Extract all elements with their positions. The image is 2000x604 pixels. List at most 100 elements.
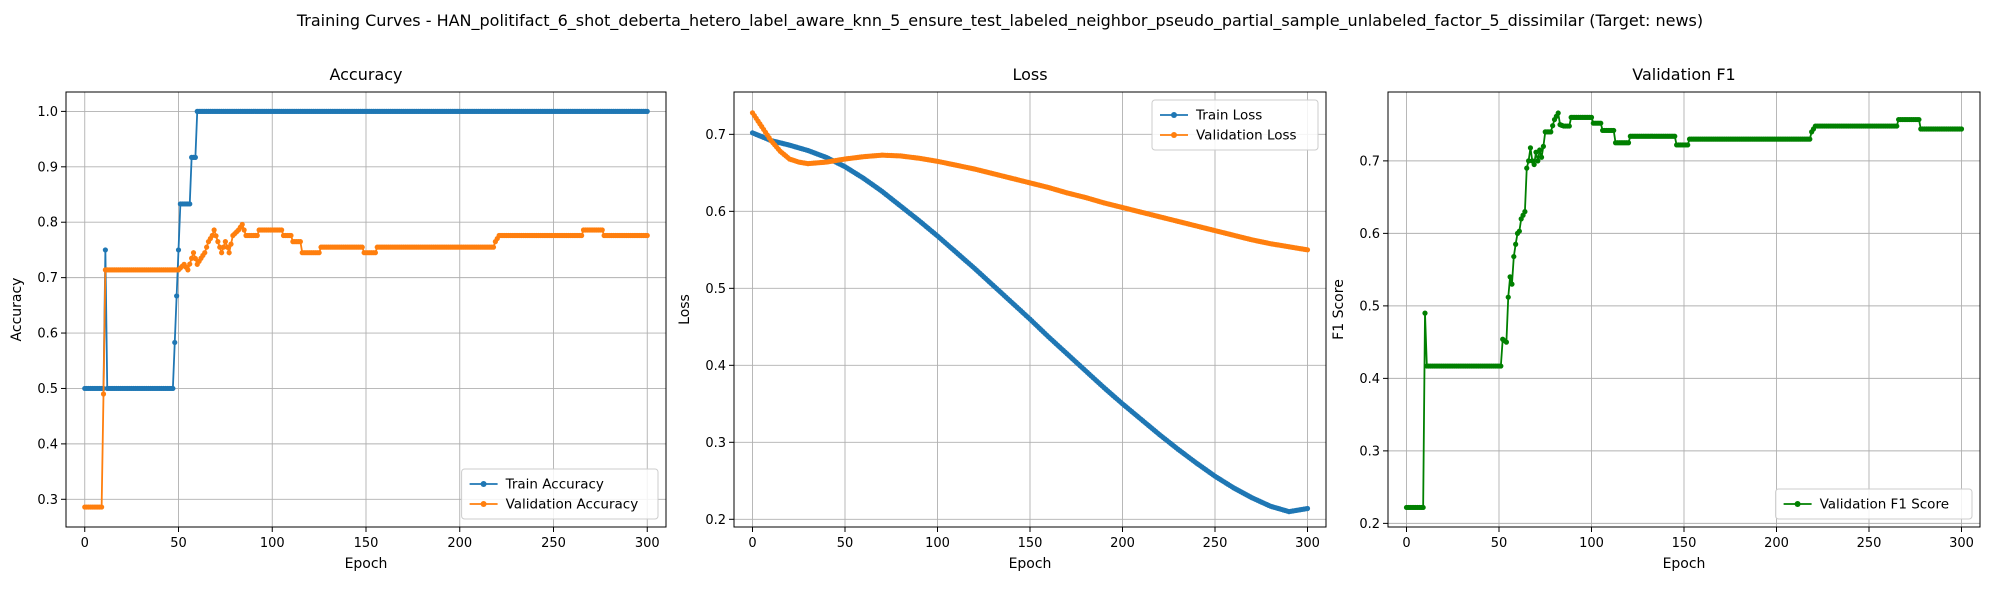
data-point xyxy=(1526,158,1532,164)
legend-box xyxy=(461,468,659,520)
data-point xyxy=(1304,505,1311,512)
data-point xyxy=(224,244,230,250)
legend-entry: Validation Accuracy xyxy=(506,497,639,513)
legend-swatch-marker xyxy=(1171,112,1177,118)
data-point xyxy=(297,239,303,245)
data-point xyxy=(1511,253,1517,260)
data-point xyxy=(1531,161,1537,168)
data-point xyxy=(1537,147,1543,153)
x-tick-label: 0 xyxy=(1402,536,1410,551)
data-point xyxy=(172,339,178,346)
data-point xyxy=(579,232,585,239)
legend-entry: Validation F1 Score xyxy=(1820,497,1949,513)
x-tick-label: 0 xyxy=(81,536,89,551)
data-point xyxy=(1611,127,1617,134)
data-point xyxy=(239,221,245,228)
x-axis-label: Epoch xyxy=(345,556,388,572)
y-tick-label: 0.3 xyxy=(37,493,58,508)
data-point xyxy=(1807,136,1813,142)
grid xyxy=(1388,92,1980,527)
y-tick-label: 0.7 xyxy=(37,271,58,286)
data-point xyxy=(241,227,247,233)
x-tick-label: 300 xyxy=(635,536,660,551)
data-point xyxy=(1672,133,1678,139)
grid xyxy=(734,92,1326,527)
data-point xyxy=(1894,123,1900,129)
data-point xyxy=(1588,114,1595,120)
data-point xyxy=(211,227,217,233)
legend-box xyxy=(1151,99,1319,151)
y-tick-label: 0.6 xyxy=(1359,227,1380,242)
chart-title: Validation F1 xyxy=(1632,65,1735,84)
data-point xyxy=(279,227,285,233)
legend: Validation F1 Score xyxy=(1775,488,1973,520)
data-point xyxy=(644,232,650,239)
x-tick-label: 150 xyxy=(1018,536,1043,551)
legend-entry: Train Loss xyxy=(1195,108,1262,124)
data-point xyxy=(215,239,221,245)
y-tick-label: 0.2 xyxy=(705,513,726,528)
data-point xyxy=(1509,281,1515,287)
data-point xyxy=(1566,123,1572,129)
x-tick-label: 250 xyxy=(1857,536,1882,551)
figure-suptitle: Training Curves - HAN_politifact_6_shot_… xyxy=(296,11,1703,31)
x-tick-label: 50 xyxy=(837,536,854,551)
series-2 xyxy=(749,110,1311,253)
chart-panel-1: 0 50 100 150 200 250 300 0.3 0.4 0.5 0.6 0.7 0.8 0.9 1… xyxy=(9,65,667,572)
data-point xyxy=(1505,294,1511,300)
data-point xyxy=(1503,339,1509,345)
x-tick-label: 150 xyxy=(354,536,379,551)
data-point xyxy=(187,261,193,267)
data-point xyxy=(170,385,176,392)
data-point xyxy=(316,250,322,256)
y-tick-label: 0.3 xyxy=(705,436,726,451)
y-tick-label: 1.0 xyxy=(37,105,58,120)
y-tick-label: 0.4 xyxy=(1359,372,1380,387)
y-tick-label: 0.7 xyxy=(1359,154,1380,169)
data-point xyxy=(202,250,208,256)
data-point xyxy=(1524,165,1530,171)
legend-entry: Validation Loss xyxy=(1196,128,1297,144)
data-point xyxy=(217,244,223,250)
y-tick-label: 0.8 xyxy=(37,216,58,231)
y-tick-label: 0.5 xyxy=(705,282,726,297)
data-point xyxy=(644,108,650,114)
series-1 xyxy=(82,108,650,392)
x-tick-label: 100 xyxy=(260,536,285,551)
legend-entry: Train Accuracy xyxy=(505,477,604,493)
x-tick-label: 150 xyxy=(1672,536,1697,551)
x-tick-label: 300 xyxy=(1949,536,1974,551)
data-point xyxy=(1498,363,1504,369)
data-point xyxy=(204,244,210,250)
y-axis-label: F1 Score xyxy=(1331,279,1347,340)
data-point xyxy=(1507,274,1513,280)
data-point xyxy=(1916,116,1922,123)
data-point xyxy=(1422,310,1428,316)
x-tick-label: 100 xyxy=(1579,536,1604,551)
data-point xyxy=(187,201,193,207)
x-tick-label: 50 xyxy=(1491,536,1508,551)
data-point xyxy=(359,244,365,250)
data-point xyxy=(372,250,378,256)
data-point xyxy=(189,255,195,261)
data-point xyxy=(99,504,105,510)
y-tick-label: 0.4 xyxy=(37,437,58,452)
data-point xyxy=(102,247,108,253)
y-tick-label: 0.6 xyxy=(705,205,726,220)
data-point xyxy=(174,293,180,299)
legend-swatch-marker xyxy=(480,501,487,507)
legend: Train Accuracy Validation Accuracy xyxy=(461,468,659,520)
y-tick-label: 0.7 xyxy=(705,128,726,143)
data-point xyxy=(1598,120,1604,126)
data-point xyxy=(1516,228,1522,234)
data-point xyxy=(185,267,191,273)
y-axis-label: Loss xyxy=(677,294,693,325)
x-tick-label: 200 xyxy=(447,536,472,551)
y-tick-label: 0.9 xyxy=(37,160,58,175)
legend-swatch-marker xyxy=(1794,501,1801,507)
data-point xyxy=(228,241,234,247)
data-point xyxy=(254,232,260,239)
data-point xyxy=(1555,110,1561,116)
data-point xyxy=(1625,140,1632,146)
